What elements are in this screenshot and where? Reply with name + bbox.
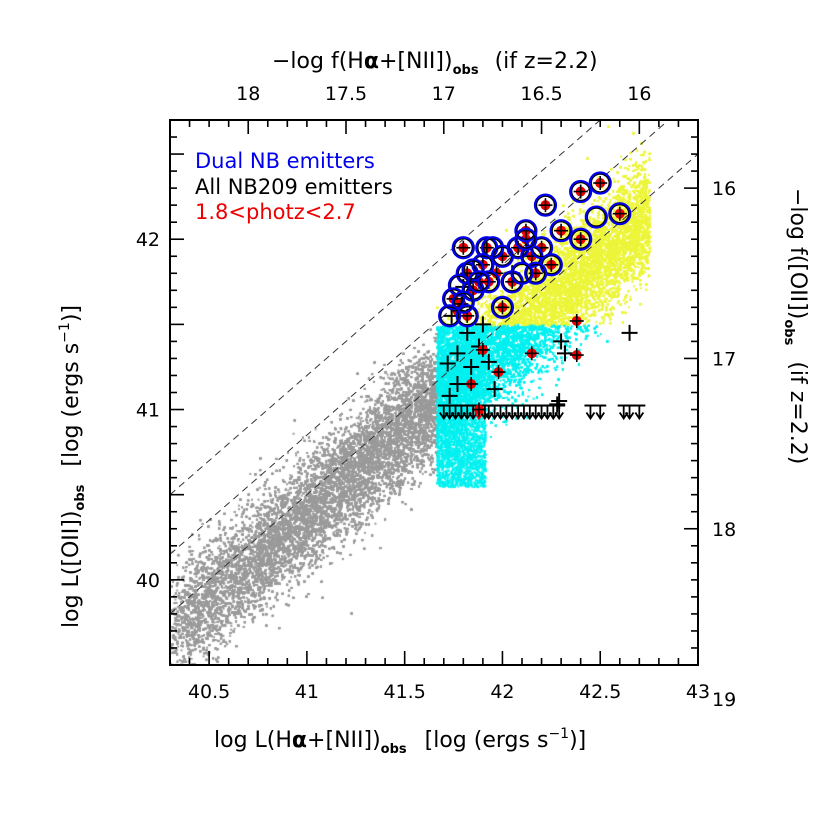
photz-marker bbox=[491, 365, 506, 380]
photz-marker bbox=[573, 232, 588, 247]
dual-nb-marker bbox=[490, 295, 515, 319]
dual-nb-marker bbox=[608, 202, 632, 226]
x-tick-label: 41.5 bbox=[384, 681, 426, 703]
legend-dual-nb: Dual NB emitters bbox=[195, 149, 375, 173]
cross-marker bbox=[441, 387, 458, 404]
upper-limit-arrow bbox=[633, 404, 646, 421]
dual-nb-marker bbox=[467, 270, 491, 294]
y-tick-label: 41 bbox=[136, 400, 160, 422]
dual-nb-marker bbox=[477, 270, 501, 294]
diagonal-line-3 bbox=[170, 153, 698, 615]
x-tick-label: 41 bbox=[295, 681, 319, 703]
photz-marker bbox=[612, 206, 627, 221]
right-tick-label: 19 bbox=[712, 689, 736, 711]
dual-nb-marker bbox=[451, 290, 475, 314]
dual-nb-marker bbox=[533, 193, 558, 217]
dual-nb-marker bbox=[510, 261, 534, 285]
right-tick-label: 16 bbox=[712, 178, 736, 200]
axis-ticks: 40.5 41 41.5 42 42.5 43 40 41 42 18 17.5 17 16.5 16 16… bbox=[136, 83, 736, 711]
x-tick-label: 42 bbox=[490, 681, 514, 703]
cross-marker bbox=[621, 324, 638, 341]
photz-marker bbox=[569, 313, 584, 328]
cross-marker bbox=[449, 345, 466, 362]
diagonal-line-1 bbox=[170, 120, 601, 496]
dual-nb-marker bbox=[451, 236, 475, 260]
dual-nb-marker bbox=[584, 205, 608, 229]
photz-marker bbox=[538, 198, 553, 213]
diagonal-lines bbox=[170, 120, 698, 615]
top-tick-label: 18 bbox=[236, 83, 260, 105]
cross-marker bbox=[553, 333, 570, 350]
x-axis-label: log L(Hα+[NII])obs [log (ergs s−1)] bbox=[214, 726, 586, 757]
y-axis-label: log L([OII])obs[log (ergs s−1)] bbox=[57, 305, 88, 628]
photz-marker bbox=[495, 300, 510, 315]
right-axis-label: −log f([OII])obs(if z=2.2) bbox=[781, 188, 810, 464]
x-tick-label: 43 bbox=[686, 681, 710, 703]
top-tick-label: 16.5 bbox=[520, 83, 562, 105]
cross-marker bbox=[551, 393, 568, 410]
photz-marker bbox=[456, 240, 471, 255]
photz-marker bbox=[471, 402, 486, 417]
top-tick-label: 17.5 bbox=[325, 83, 367, 105]
cross-marker bbox=[439, 355, 456, 372]
y-tick-label: 42 bbox=[136, 229, 160, 251]
cross-marker bbox=[480, 353, 497, 370]
x-tick-label: 40.5 bbox=[188, 681, 230, 703]
top-tick-label: 17 bbox=[432, 83, 456, 105]
top-axis-label: −log f(Hα+[NII])obs (if z=2.2) bbox=[272, 49, 598, 78]
legend: Dual NB emitters All NB209 emitters 1.8<… bbox=[195, 149, 393, 224]
dual-nb-marker bbox=[549, 219, 573, 243]
dual-nb-marker bbox=[569, 179, 593, 204]
cross-marker bbox=[459, 324, 476, 341]
upper-limit-arrow bbox=[594, 404, 607, 421]
emitter-markers bbox=[437, 171, 646, 421]
legend-all-nb209: All NB209 emitters bbox=[195, 175, 393, 199]
photz-marker bbox=[573, 184, 588, 199]
dual-nb-marker bbox=[588, 171, 612, 195]
cross-marker bbox=[557, 345, 574, 362]
dual-nb-marker bbox=[461, 258, 485, 282]
legend-photz: 1.8<photz<2.7 bbox=[195, 200, 356, 224]
dual-nb-marker bbox=[438, 304, 462, 328]
cross-marker bbox=[549, 396, 566, 413]
photz-marker bbox=[464, 376, 479, 391]
photz-marker bbox=[524, 346, 539, 361]
diagonal-line-2 bbox=[170, 120, 670, 555]
dual-nb-marker bbox=[514, 227, 538, 251]
photz-marker bbox=[554, 223, 569, 238]
dual-nb-marker bbox=[514, 219, 538, 243]
x-tick-label: 42.5 bbox=[579, 681, 621, 703]
cross-marker bbox=[474, 316, 491, 333]
right-tick-label: 18 bbox=[712, 519, 736, 541]
cross-marker bbox=[449, 375, 466, 392]
cross-marker bbox=[486, 381, 503, 398]
cross-marker bbox=[463, 358, 480, 375]
right-tick-label: 17 bbox=[712, 348, 736, 370]
top-tick-label: 16 bbox=[627, 83, 651, 105]
photz-marker bbox=[544, 257, 559, 272]
y-tick-label: 40 bbox=[136, 570, 160, 592]
photz-marker bbox=[475, 342, 490, 357]
photz-marker bbox=[593, 176, 608, 191]
dual-nb-marker bbox=[524, 261, 548, 285]
photz-marker bbox=[569, 348, 584, 363]
dual-nb-marker bbox=[569, 227, 593, 251]
